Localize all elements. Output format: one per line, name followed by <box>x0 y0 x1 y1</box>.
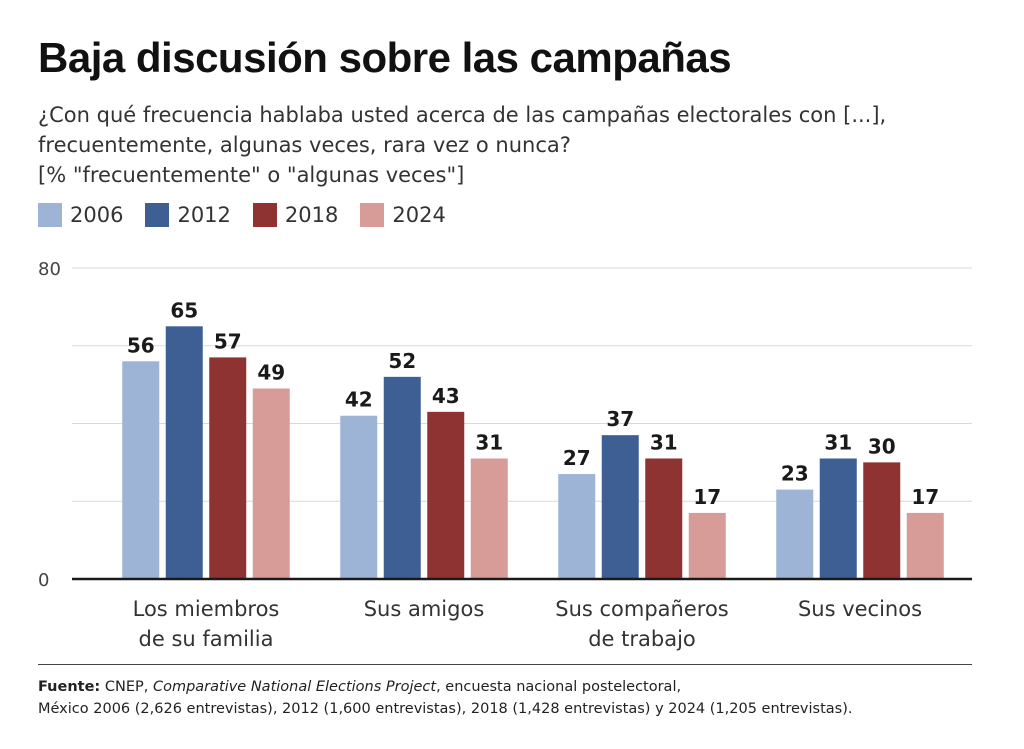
bar-2024 <box>906 512 944 579</box>
legend-item-2018: 2018 <box>252 203 339 227</box>
bar-2006 <box>122 361 160 579</box>
chart-title: Baja discusión sobre las campañas <box>38 34 732 81</box>
data-label: 43 <box>432 384 460 408</box>
source-note: Fuente: CNEP, Comparative National Elect… <box>38 676 998 720</box>
data-label: 52 <box>388 349 416 373</box>
data-label: 31 <box>475 430 503 454</box>
subtitle-line: ¿Con qué frecuencia hablaba usted acerca… <box>38 103 887 127</box>
data-label: 42 <box>345 388 373 412</box>
bar-2018 <box>645 458 683 579</box>
bar-2024 <box>470 458 508 579</box>
source-detail: México 2006 (2,626 entrevistas), 2012 (1… <box>38 701 853 717</box>
bar-2018 <box>209 357 247 579</box>
legend-label: 2012 <box>177 203 231 227</box>
data-label: 31 <box>824 430 852 454</box>
source-project: Comparative National Elections Project <box>152 679 437 695</box>
subtitle-line: [% "frecuentemente" o "algunas veces"] <box>38 163 465 187</box>
legend-label: 2018 <box>284 203 339 227</box>
data-label: 37 <box>606 407 634 431</box>
bar-chart: 0 80 56 65 57 49 Los miembros de su familia 42 52… <box>38 259 972 651</box>
source-org: CNEP, <box>104 679 149 695</box>
data-label: 49 <box>257 361 285 385</box>
category-label: Sus amigos <box>364 597 485 621</box>
data-label: 17 <box>693 485 721 509</box>
category-label: de trabajo <box>588 627 696 651</box>
data-label: 31 <box>650 430 678 454</box>
data-label: 27 <box>563 446 591 470</box>
legend-swatch <box>252 203 277 227</box>
footer-divider <box>38 664 972 665</box>
bar-2006 <box>340 415 378 579</box>
legend-item-2012: 2012 <box>145 203 231 227</box>
bar-2012 <box>165 326 203 579</box>
legend-swatch <box>360 203 385 227</box>
source-label: Fuente: <box>38 679 101 695</box>
data-label: 65 <box>170 298 198 322</box>
source-rest: , encuesta nacional postelectoral, <box>436 679 682 695</box>
data-label: 23 <box>781 462 809 486</box>
data-label: 30 <box>868 434 896 458</box>
legend-swatch <box>38 203 62 227</box>
legend-item-2024: 2024 <box>360 203 446 227</box>
bar-2006 <box>776 489 814 579</box>
data-label: 17 <box>911 485 939 509</box>
category-label: Sus vecinos <box>798 597 922 621</box>
bar-2024 <box>688 512 726 579</box>
category-label: de su familia <box>139 627 274 651</box>
data-label: 57 <box>214 329 242 353</box>
bar-2018 <box>863 462 901 579</box>
y-tick-label: 0 <box>38 570 49 591</box>
bar-2012 <box>601 435 639 579</box>
bar-2024 <box>252 388 290 579</box>
subtitle-line: frecuentemente, algunas veces, rara vez … <box>38 133 571 157</box>
data-label: 56 <box>127 333 155 357</box>
y-tick-label: 80 <box>38 259 61 280</box>
chart-legend: 2006 2012 2018 2024 <box>38 203 446 227</box>
legend-swatch <box>145 203 170 227</box>
legend-item-2006: 2006 <box>38 203 123 227</box>
bar-2012 <box>819 458 857 579</box>
category-label: Los miembros <box>133 597 280 621</box>
legend-label: 2006 <box>70 203 124 227</box>
bar-2006 <box>558 474 596 579</box>
legend-label: 2024 <box>392 203 446 227</box>
chart-subtitle: ¿Con qué frecuencia hablaba usted acerca… <box>38 100 998 190</box>
category-label: Sus compañeros <box>555 597 729 621</box>
bar-2012 <box>383 376 421 579</box>
bar-2018 <box>427 411 465 579</box>
